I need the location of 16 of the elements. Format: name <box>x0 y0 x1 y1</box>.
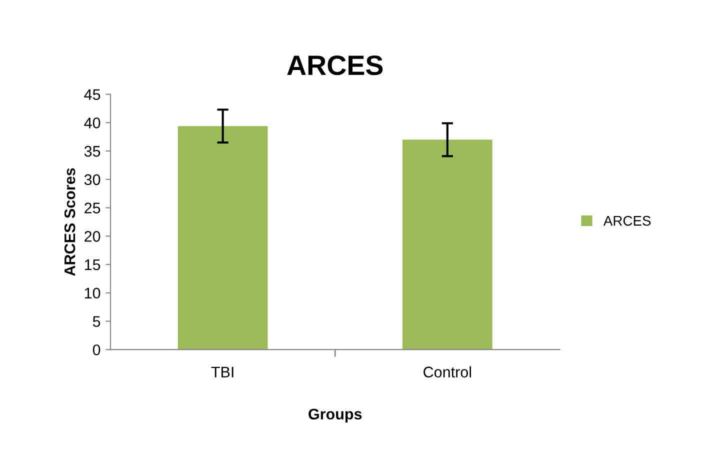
y-tick-label: 25 <box>84 202 100 214</box>
y-tick-label: 15 <box>84 260 100 270</box>
x-tick-label: Control <box>424 366 472 378</box>
y-tick-label: 40 <box>84 118 100 128</box>
y-axis-title: ARCES Scores <box>64 168 76 276</box>
legend-label: ARCES <box>603 216 651 226</box>
y-tick-label: 30 <box>84 174 100 186</box>
x-axis-title: Groups <box>308 408 362 423</box>
y-tick-label: 5 <box>92 316 100 327</box>
y-tick-label: 0 <box>92 344 100 356</box>
chart-title: ARCES <box>287 55 383 76</box>
x-tick-label: TBI <box>211 366 234 378</box>
y-tick-label: 45 <box>84 89 100 100</box>
y-tick-label: 20 <box>84 231 100 242</box>
y-tick-label: 35 <box>84 146 100 157</box>
y-tick-label: 10 <box>84 288 100 299</box>
